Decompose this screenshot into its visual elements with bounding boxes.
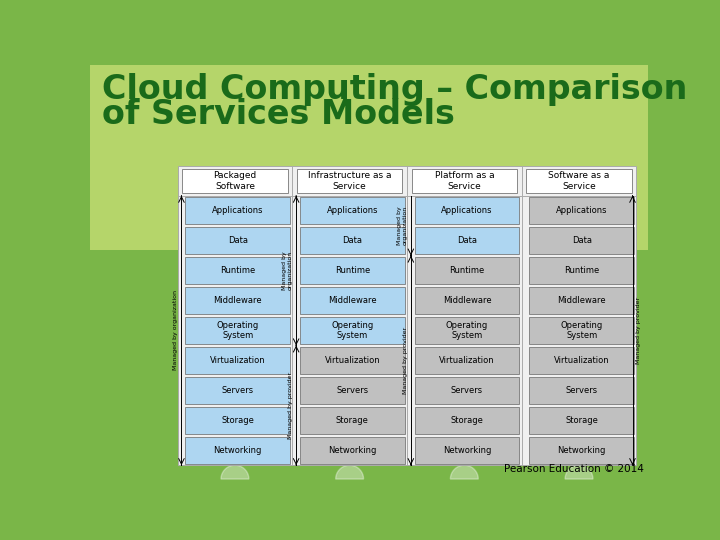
FancyBboxPatch shape — [185, 287, 290, 314]
Text: Applications: Applications — [327, 206, 378, 215]
Text: Applications: Applications — [441, 206, 492, 215]
Text: Storage: Storage — [565, 416, 598, 425]
Text: Networking: Networking — [328, 446, 377, 455]
FancyBboxPatch shape — [415, 437, 519, 464]
Text: Virtualization: Virtualization — [439, 356, 495, 365]
Text: Networking: Networking — [213, 446, 262, 455]
Text: Virtualization: Virtualization — [554, 356, 610, 365]
Polygon shape — [565, 465, 593, 479]
Text: Managed by
organization: Managed by organization — [397, 206, 408, 245]
Bar — [412, 169, 517, 193]
Text: Runtime: Runtime — [220, 266, 256, 275]
FancyBboxPatch shape — [415, 317, 519, 344]
FancyBboxPatch shape — [300, 407, 405, 434]
Text: Cloud Computing – Comparison: Cloud Computing – Comparison — [102, 72, 687, 105]
FancyBboxPatch shape — [415, 257, 519, 284]
Text: Data: Data — [342, 236, 362, 245]
FancyBboxPatch shape — [185, 437, 290, 464]
Text: Servers: Servers — [566, 386, 598, 395]
Text: Data: Data — [457, 236, 477, 245]
Polygon shape — [336, 465, 364, 479]
Polygon shape — [451, 465, 478, 479]
Text: Data: Data — [572, 236, 592, 245]
Text: Runtime: Runtime — [449, 266, 485, 275]
Text: Networking: Networking — [557, 446, 606, 455]
FancyBboxPatch shape — [300, 287, 405, 314]
Text: Servers: Servers — [336, 386, 369, 395]
Polygon shape — [221, 465, 249, 479]
Text: Applications: Applications — [556, 206, 608, 215]
FancyBboxPatch shape — [529, 257, 634, 284]
Text: Managed by provider: Managed by provider — [636, 297, 641, 364]
FancyBboxPatch shape — [185, 317, 290, 344]
Text: Runtime: Runtime — [335, 266, 370, 275]
FancyBboxPatch shape — [300, 437, 405, 464]
Text: Operating
System: Operating System — [446, 321, 488, 340]
FancyBboxPatch shape — [300, 317, 405, 344]
Text: of Services Models: of Services Models — [102, 98, 454, 131]
Text: Operating
System: Operating System — [561, 321, 603, 340]
Text: Middleware: Middleware — [213, 296, 262, 305]
FancyBboxPatch shape — [529, 347, 634, 374]
FancyBboxPatch shape — [529, 227, 634, 254]
Text: Data: Data — [228, 236, 248, 245]
Text: Servers: Servers — [451, 386, 483, 395]
Text: Networking: Networking — [443, 446, 491, 455]
Text: Operating
System: Operating System — [331, 321, 374, 340]
FancyBboxPatch shape — [415, 287, 519, 314]
Text: Virtualization: Virtualization — [210, 356, 266, 365]
Bar — [526, 169, 631, 193]
Text: Storage: Storage — [221, 416, 254, 425]
Text: Software as a
Service: Software as a Service — [549, 171, 610, 191]
FancyBboxPatch shape — [529, 317, 634, 344]
FancyBboxPatch shape — [415, 377, 519, 404]
FancyBboxPatch shape — [529, 377, 634, 404]
FancyBboxPatch shape — [300, 347, 405, 374]
Text: Servers: Servers — [222, 386, 253, 395]
Text: Runtime: Runtime — [564, 266, 599, 275]
FancyBboxPatch shape — [529, 197, 634, 224]
FancyBboxPatch shape — [529, 407, 634, 434]
Text: Managed by organization: Managed by organization — [174, 291, 179, 370]
FancyBboxPatch shape — [415, 347, 519, 374]
Text: Managed by
organization: Managed by organization — [282, 251, 293, 290]
Bar — [297, 169, 402, 193]
FancyBboxPatch shape — [185, 347, 290, 374]
Text: Storage: Storage — [336, 416, 369, 425]
Text: Pearson Education © 2014: Pearson Education © 2014 — [504, 464, 644, 475]
Text: Storage: Storage — [451, 416, 483, 425]
FancyBboxPatch shape — [300, 197, 405, 224]
FancyBboxPatch shape — [185, 257, 290, 284]
FancyBboxPatch shape — [185, 227, 290, 254]
Bar — [90, 65, 648, 249]
Text: Managed by provider: Managed by provider — [288, 372, 293, 439]
FancyBboxPatch shape — [300, 377, 405, 404]
Text: Operating
System: Operating System — [217, 321, 258, 340]
FancyBboxPatch shape — [300, 257, 405, 284]
Text: Middleware: Middleware — [557, 296, 606, 305]
Text: Infrastructure as a
Service: Infrastructure as a Service — [308, 171, 392, 191]
Text: Applications: Applications — [212, 206, 264, 215]
FancyBboxPatch shape — [415, 407, 519, 434]
FancyBboxPatch shape — [185, 407, 290, 434]
FancyBboxPatch shape — [529, 437, 634, 464]
Text: Platform as a
Service: Platform as a Service — [434, 171, 494, 191]
FancyBboxPatch shape — [415, 197, 519, 224]
FancyBboxPatch shape — [415, 227, 519, 254]
Text: Middleware: Middleware — [328, 296, 377, 305]
FancyBboxPatch shape — [300, 227, 405, 254]
Text: Middleware: Middleware — [443, 296, 491, 305]
FancyBboxPatch shape — [185, 197, 290, 224]
Bar — [178, 166, 636, 465]
Text: Managed by provider: Managed by provider — [402, 327, 408, 394]
FancyBboxPatch shape — [185, 377, 290, 404]
Text: Virtualization: Virtualization — [325, 356, 380, 365]
Text: Packaged
Software: Packaged Software — [213, 171, 256, 191]
FancyBboxPatch shape — [529, 287, 634, 314]
Bar — [182, 169, 287, 193]
